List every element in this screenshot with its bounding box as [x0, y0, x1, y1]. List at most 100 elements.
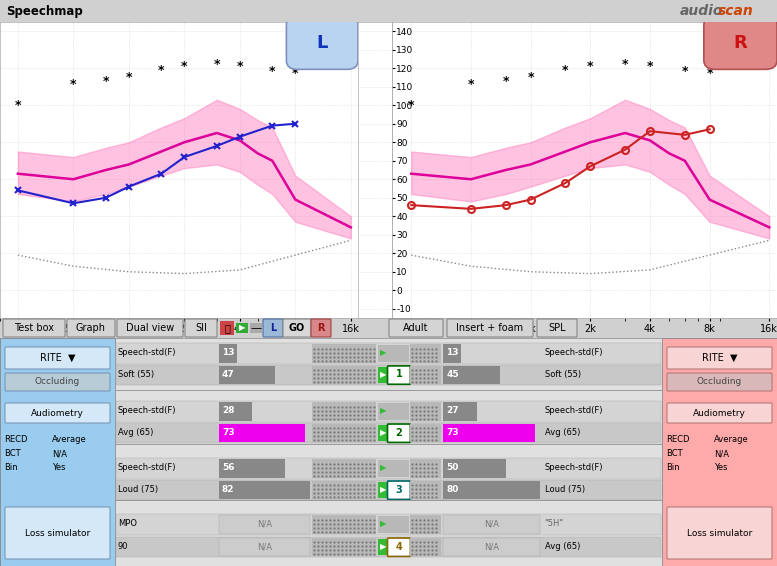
Bar — [443, 344, 462, 363]
FancyBboxPatch shape — [67, 319, 115, 337]
Text: Dual view: Dual view — [126, 323, 174, 333]
Bar — [116, 343, 661, 363]
Bar — [410, 515, 441, 534]
Text: 2: 2 — [395, 428, 402, 438]
Text: *: * — [563, 63, 569, 76]
Bar — [443, 460, 506, 478]
FancyBboxPatch shape — [185, 319, 217, 337]
Text: Test box: Test box — [14, 323, 54, 333]
Bar — [443, 402, 477, 421]
FancyBboxPatch shape — [117, 319, 183, 337]
Text: N/A: N/A — [257, 520, 272, 528]
Text: Graph: Graph — [76, 323, 106, 333]
Text: Yes: Yes — [714, 464, 727, 473]
Text: RECD: RECD — [666, 435, 689, 444]
Text: Avg (65): Avg (65) — [545, 542, 580, 551]
Bar — [388, 460, 409, 477]
Bar — [116, 423, 661, 443]
Text: Adult: Adult — [403, 323, 429, 333]
Text: *: * — [158, 63, 165, 76]
FancyBboxPatch shape — [388, 366, 410, 384]
Text: *: * — [622, 58, 629, 71]
Text: Soft (55): Soft (55) — [545, 370, 580, 379]
Text: Audiometry: Audiometry — [31, 409, 84, 418]
Bar — [410, 366, 441, 384]
Bar — [378, 516, 389, 533]
Bar — [116, 537, 661, 558]
FancyBboxPatch shape — [667, 507, 772, 559]
Bar — [220, 321, 234, 335]
Text: BCT: BCT — [4, 449, 21, 458]
Text: "5H": "5H" — [545, 520, 564, 528]
Bar — [115, 338, 662, 566]
Text: Speechmap: Speechmap — [6, 5, 82, 18]
FancyBboxPatch shape — [388, 424, 410, 443]
Text: 73: 73 — [222, 428, 235, 437]
Text: Speech-std(F): Speech-std(F) — [545, 406, 603, 415]
Text: *: * — [103, 75, 109, 88]
Text: RITE  ▼: RITE ▼ — [702, 353, 737, 363]
Text: 3: 3 — [395, 484, 402, 495]
Bar — [312, 344, 375, 363]
FancyBboxPatch shape — [5, 507, 110, 559]
Bar — [388, 345, 409, 362]
Text: *: * — [214, 58, 220, 71]
Text: 27: 27 — [446, 406, 459, 415]
Text: scan: scan — [718, 4, 754, 18]
Text: 45: 45 — [446, 370, 459, 379]
Bar — [378, 345, 389, 362]
FancyBboxPatch shape — [287, 16, 358, 70]
FancyBboxPatch shape — [667, 347, 772, 369]
Bar — [0, 338, 115, 566]
FancyBboxPatch shape — [263, 319, 283, 337]
Bar — [312, 481, 375, 499]
FancyBboxPatch shape — [388, 538, 410, 556]
Bar — [378, 482, 389, 499]
Bar — [219, 402, 252, 421]
Text: BCT: BCT — [666, 449, 683, 458]
Text: Insert + foam: Insert + foam — [456, 323, 524, 333]
FancyBboxPatch shape — [389, 319, 443, 337]
Text: N/A: N/A — [52, 449, 67, 458]
Text: Occluding: Occluding — [697, 378, 742, 387]
FancyBboxPatch shape — [5, 373, 110, 391]
Text: Bin: Bin — [666, 464, 680, 473]
Text: 🔇: 🔇 — [224, 323, 230, 333]
Text: Bin: Bin — [4, 464, 18, 473]
Text: Yes: Yes — [52, 464, 65, 473]
Bar — [219, 424, 305, 443]
FancyBboxPatch shape — [667, 403, 772, 423]
Bar — [312, 402, 375, 421]
Text: Occluding: Occluding — [35, 378, 80, 387]
Text: Audiometry: Audiometry — [693, 409, 746, 418]
Text: SPL: SPL — [549, 323, 566, 333]
Text: 4: 4 — [395, 542, 402, 552]
Text: ▶: ▶ — [380, 520, 387, 528]
Text: N/A: N/A — [484, 520, 499, 528]
Bar — [410, 460, 441, 478]
Text: Loss simulator: Loss simulator — [25, 529, 90, 538]
Text: ▶: ▶ — [380, 464, 387, 473]
Text: *: * — [587, 60, 594, 73]
Bar — [312, 538, 375, 556]
Bar — [116, 514, 661, 535]
Text: *: * — [236, 60, 243, 73]
Text: Average: Average — [714, 435, 748, 444]
Text: ▶: ▶ — [380, 406, 387, 415]
Text: Speech-std(F): Speech-std(F) — [118, 406, 176, 415]
Text: N/A: N/A — [714, 449, 729, 458]
Text: Loud (75): Loud (75) — [118, 485, 159, 494]
Bar — [410, 424, 441, 443]
Text: 90: 90 — [118, 542, 128, 551]
Bar — [236, 323, 248, 333]
Text: Speech-std(F): Speech-std(F) — [118, 464, 176, 473]
Text: *: * — [646, 60, 653, 73]
Text: *: * — [181, 60, 187, 73]
FancyBboxPatch shape — [537, 319, 577, 337]
Bar — [312, 366, 375, 384]
Text: ▶: ▶ — [380, 348, 387, 357]
Text: 50: 50 — [446, 464, 458, 473]
Text: Average: Average — [52, 435, 86, 444]
FancyBboxPatch shape — [388, 481, 410, 499]
FancyBboxPatch shape — [283, 319, 311, 337]
